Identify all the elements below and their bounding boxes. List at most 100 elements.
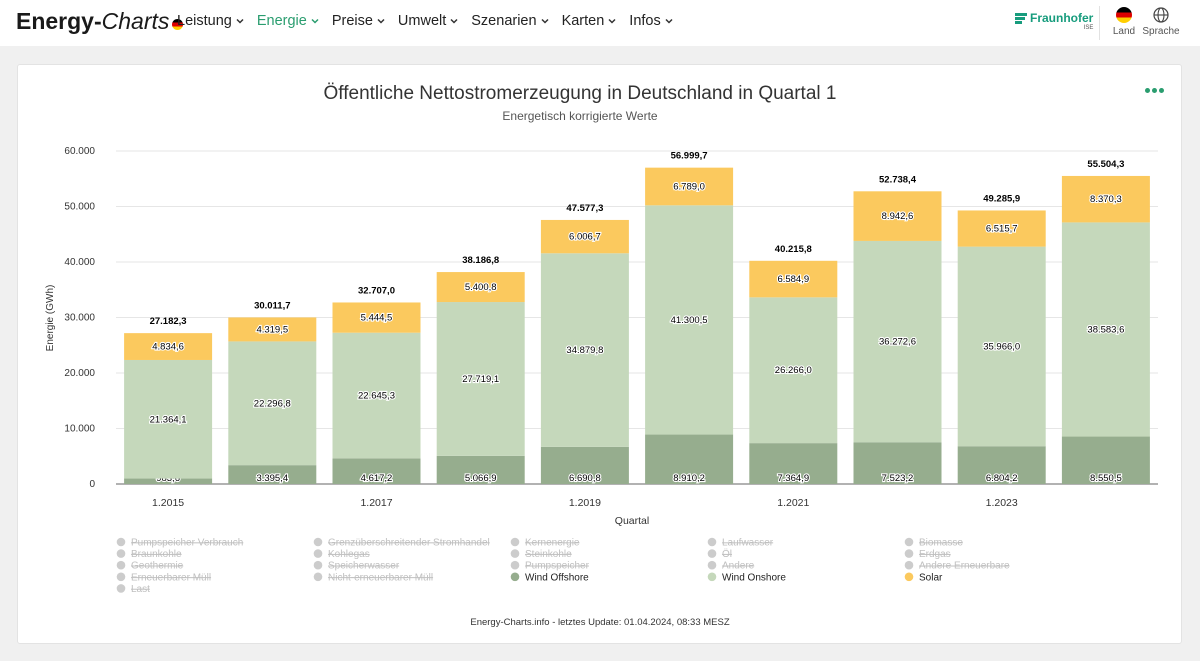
legend-item-grenzüberschreitender-stromhandel[interactable]: Grenzüberschreitender Stromhandel <box>313 537 490 549</box>
bar-segment-wind-offshore <box>332 458 421 484</box>
nav-item-leistung[interactable]: Leistung <box>177 13 245 29</box>
more-options-icon[interactable] <box>1145 83 1167 97</box>
y-tick-label: 60.000 <box>64 146 95 157</box>
fraunhofer-name: Fraunhofer <box>1030 11 1094 25</box>
nav-item-karten[interactable]: Karten <box>562 13 618 29</box>
data-label: 27.719,1 <box>462 374 499 385</box>
legend-item-erneuerbarer-müll[interactable]: Erneuerbarer Müll <box>116 572 211 583</box>
data-label: 26.266,0 <box>775 365 812 376</box>
legend-marker <box>707 572 717 582</box>
nav-item-energie[interactable]: Energie <box>257 13 320 29</box>
y-tick-label: 10.000 <box>64 424 95 435</box>
total-label: 47.577,3 <box>566 203 603 214</box>
legend-item-biomasse[interactable]: Biomasse <box>904 537 964 549</box>
legend-label: Laufwasser <box>722 538 774 549</box>
bar-segment-wind-offshore <box>540 446 629 484</box>
flag-de-icon <box>172 19 184 30</box>
nav-item-infos[interactable]: Infos <box>629 13 673 29</box>
legend-marker <box>313 537 323 547</box>
legend-label: Erneuerbarer Müll <box>131 572 211 583</box>
fraunhofer-ise: ISE <box>1083 25 1094 31</box>
chart-subtitle: Energetisch korrigierte Werte <box>502 109 658 123</box>
bar-segment-wind-offshore <box>124 478 213 484</box>
y-tick-label: 30.000 <box>64 313 95 324</box>
language-label: Sprache <box>1142 26 1180 37</box>
energy-charts-logo[interactable]: Energy-Charts <box>16 8 184 35</box>
y-tick-label: 50.000 <box>64 202 95 213</box>
legend-item-laufwasser[interactable]: Laufwasser <box>707 538 774 549</box>
data-label: 41.300,5 <box>671 315 708 326</box>
country-selector[interactable]: Land <box>1102 7 1146 37</box>
bar-segment-solar <box>1061 175 1150 223</box>
legend-marker <box>904 537 914 547</box>
bar-segment-wind-offshore <box>749 443 838 484</box>
nav-item-label: Preise <box>331 13 373 29</box>
header-divider <box>1099 6 1100 40</box>
globe-icon <box>1153 7 1169 23</box>
data-label: 38.583,6 <box>1087 324 1124 335</box>
data-label: 4.319,5 <box>256 324 288 335</box>
main-menu: Leistung Energie Preise Umwelt Szenarien Kart… <box>177 13 674 29</box>
legend-item-andere-erneuerbare[interactable]: Andere Erneuerbare <box>904 561 1010 572</box>
legend-label: Öl <box>722 548 732 560</box>
data-label: 3.395,4 <box>256 473 288 484</box>
chevron-down-icon <box>236 18 244 24</box>
nav-item-preise[interactable]: Preise <box>332 13 386 29</box>
legend-label: Braunkohle <box>131 549 182 560</box>
bar-segment-solar <box>749 260 838 298</box>
chevron-down-icon <box>665 18 673 24</box>
legend-label: Grenzüberschreitender Stromhandel <box>328 538 490 549</box>
x-tick-label: 1.2023 <box>986 497 1018 509</box>
legend-item-pumpspeicher[interactable]: Pumpspeicher <box>510 561 590 572</box>
legend-item-last[interactable]: Last <box>116 584 150 595</box>
language-selector[interactable]: Sprache <box>1139 7 1183 37</box>
legend-label: Steinkohle <box>525 549 572 560</box>
data-label: 7.523,2 <box>882 473 914 484</box>
total-label: 38.186,8 <box>462 255 499 266</box>
legend-item-steinkohle[interactable]: Steinkohle <box>510 549 572 560</box>
data-label: 22.296,8 <box>254 398 291 409</box>
bar-segment-wind-onshore <box>1061 222 1150 437</box>
legend-item-nicht-erneuerbarer-müll[interactable]: Nicht-erneuerbarer Müll <box>313 572 433 583</box>
data-label: 4.617,2 <box>361 473 393 484</box>
total-label: 30.011,7 <box>254 300 290 311</box>
x-tick-label: 1.2017 <box>360 497 392 509</box>
data-label: 7.364,9 <box>777 473 809 484</box>
bar-segment-wind-onshore <box>436 302 525 456</box>
data-label: 6.515,7 <box>986 224 1018 235</box>
fraunhofer-logo[interactable]: Fraunhofer ISE <box>1015 12 1093 32</box>
bar-segment-wind-onshore <box>124 359 213 479</box>
bar-segment-solar <box>853 191 942 241</box>
y-axis-label: Energie (GWh) <box>45 285 56 352</box>
legend-label: Pumpspeicher <box>525 561 590 572</box>
legend-item-kernenergie[interactable]: Kernenergie <box>510 538 580 549</box>
legend-label: Speicherwasser <box>328 561 400 572</box>
chevron-down-icon <box>377 18 385 24</box>
legend-item-wind-onshore[interactable]: Wind Onshore <box>707 572 787 583</box>
bar-segment-solar <box>124 333 213 360</box>
legend-item-solar[interactable]: Solar <box>904 572 943 583</box>
flag-de-icon <box>1116 7 1132 23</box>
legend-label: Pumpspeicher Verbrauch <box>131 538 243 549</box>
legend-item-kohlegas[interactable]: Kohlegas <box>313 549 370 560</box>
legend-item-geothermie[interactable]: Geothermie <box>116 561 184 572</box>
country-label: Land <box>1112 26 1136 37</box>
legend-label: Kernenergie <box>525 538 580 549</box>
legend-marker <box>313 560 323 570</box>
legend-item-pumpspeicher-verbrauch[interactable]: Pumpspeicher Verbrauch <box>116 538 244 549</box>
bar-segment-wind-onshore <box>749 297 838 444</box>
x-tick-label: 1.2021 <box>777 497 809 509</box>
legend-item-wind-offshore[interactable]: Wind Offshore <box>510 572 589 583</box>
bar-segment-wind-offshore <box>228 465 317 484</box>
legend-item-andere[interactable]: Andere <box>707 561 755 572</box>
data-label: 8.942,6 <box>882 211 914 222</box>
legend-item-erdgas[interactable]: Erdgas <box>904 549 951 560</box>
legend-item-öl[interactable]: Öl <box>707 548 732 560</box>
bar-segment-wind-onshore <box>332 332 421 459</box>
plot-area: 010.00020.00030.00040.00050.00060.000983… <box>64 146 1158 509</box>
legend-item-braunkohle[interactable]: Braunkohle <box>116 549 182 560</box>
nav-item-szenarien[interactable]: Szenarien <box>471 13 549 29</box>
data-label: 5.444,5 <box>361 313 393 324</box>
legend-item-speicherwasser[interactable]: Speicherwasser <box>313 560 400 572</box>
nav-item-umwelt[interactable]: Umwelt <box>398 13 459 29</box>
